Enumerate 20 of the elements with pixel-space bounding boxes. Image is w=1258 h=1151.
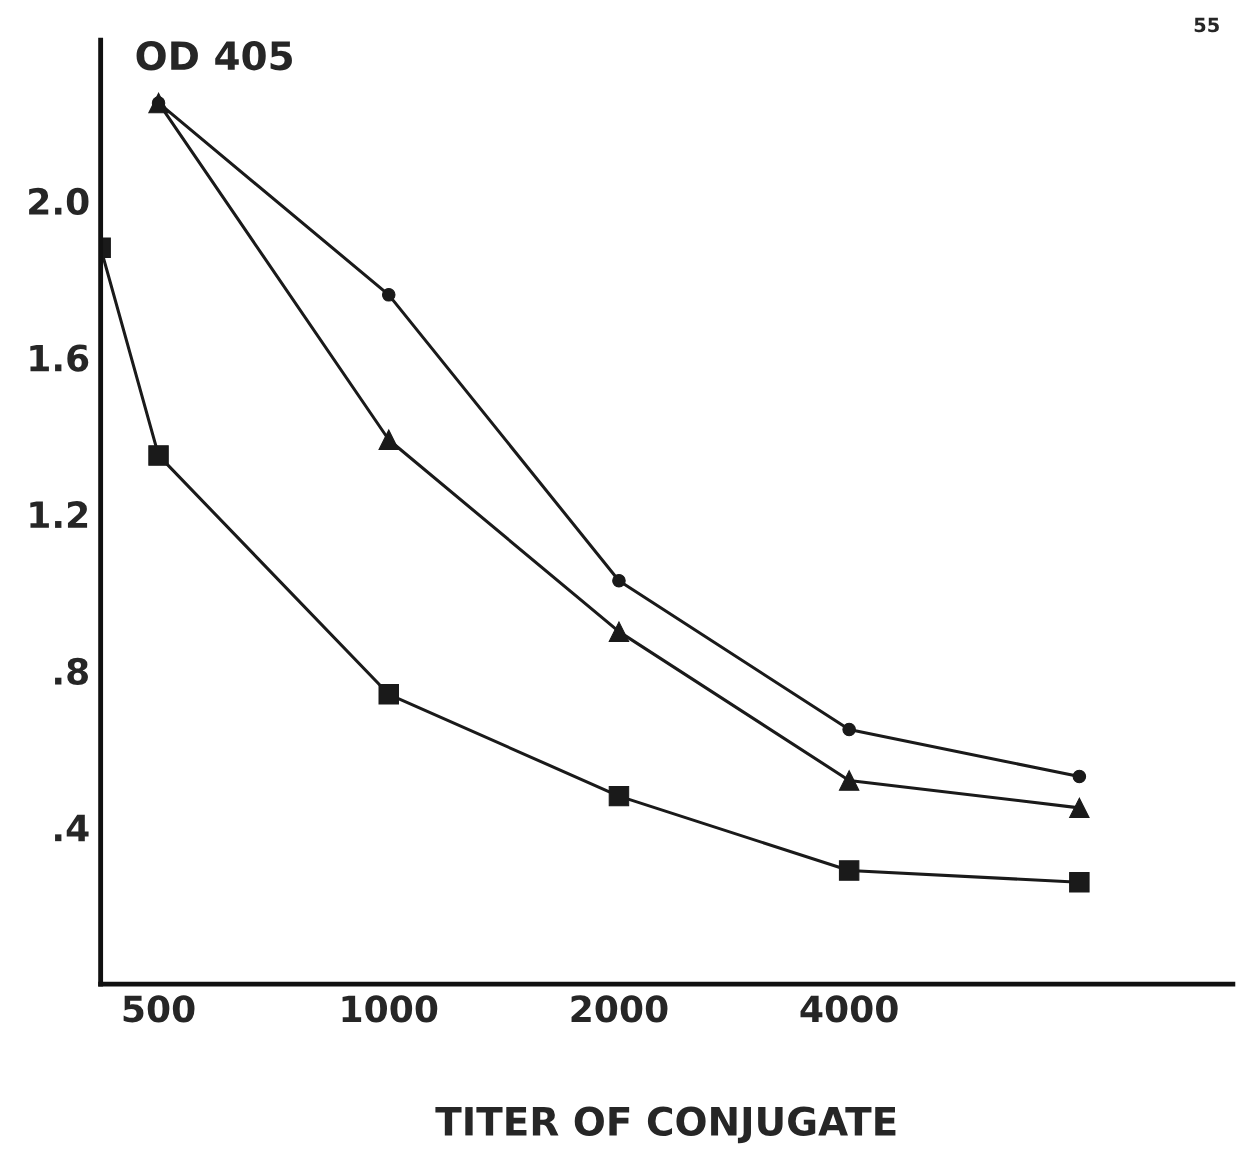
y-tick-label: .8 (55, 657, 88, 686)
point (612, 573, 626, 588)
point (378, 429, 399, 450)
y-tick-label: 2.0 (29, 187, 89, 216)
y-axis-title: OD 405 (136, 40, 292, 71)
y-tick-label: .4 (55, 814, 89, 842)
point (1072, 769, 1087, 784)
x-tick-label: 2000 (571, 995, 668, 1023)
text: 55 (1194, 17, 1219, 33)
y-tick-label: 1.2 (30, 501, 88, 528)
x-tick-label: 1000 (342, 995, 438, 1023)
point (842, 722, 856, 737)
x-axis-title: TITER OF CONJUGATE (435, 1106, 896, 1144)
point (1069, 797, 1090, 819)
y-tick-label: 1.6 (30, 344, 89, 372)
x-tick-label: 500 (123, 995, 195, 1023)
point (608, 621, 630, 642)
point (838, 770, 860, 791)
x-tick-label: 4000 (800, 995, 898, 1023)
point (381, 288, 396, 302)
